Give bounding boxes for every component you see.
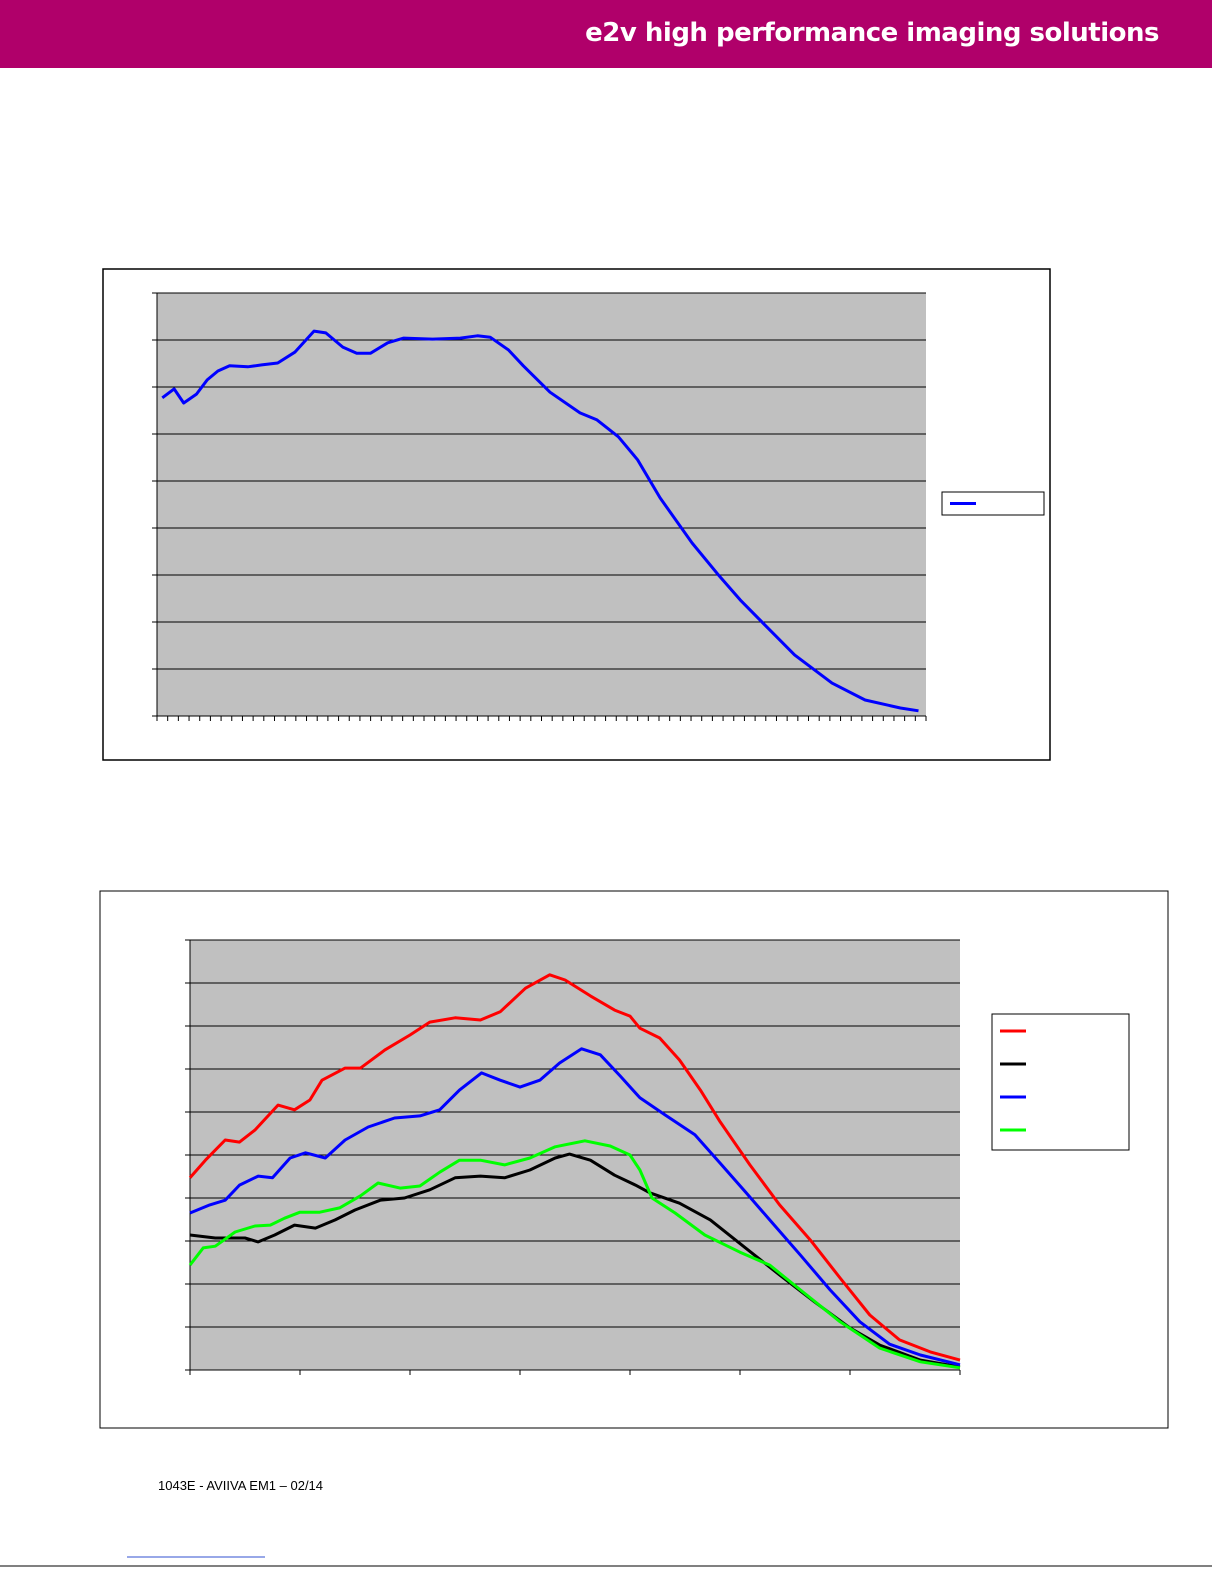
legend-box: [991, 1013, 1130, 1151]
series-line: [188, 973, 961, 1362]
series-line: [189, 1047, 961, 1367]
footer-text: 1043E - AVIIVA EM1 – 02/14: [158, 1478, 324, 1493]
series-line: [188, 1139, 961, 1370]
series-line: [161, 329, 919, 713]
header-title: e2v high performance imaging solutions: [585, 18, 1159, 48]
legend-box: [941, 491, 1045, 516]
header-band: [0, 0, 1212, 68]
plot-area: [157, 293, 926, 716]
